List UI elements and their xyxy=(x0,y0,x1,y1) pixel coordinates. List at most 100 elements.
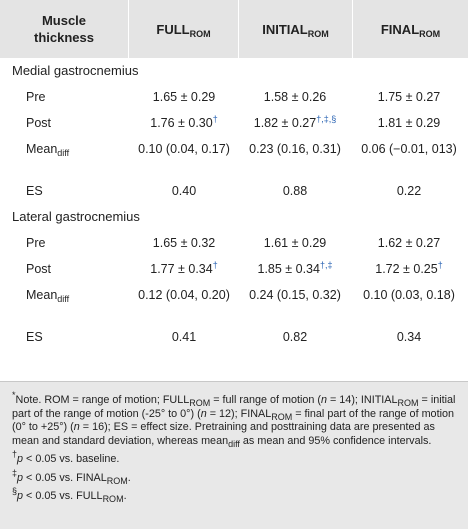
table-cell: 0.34 xyxy=(352,324,468,350)
table-row: ES 0.41 0.82 0.34 xyxy=(0,324,468,350)
superscript: † xyxy=(212,260,218,270)
footnote-text: Note. ROM = range of motion; FULL xyxy=(15,394,190,406)
table-cell: 1.65 ± 0.29 xyxy=(128,84,238,110)
cell-text: Post xyxy=(26,262,52,276)
row-label: ES xyxy=(0,178,128,204)
cell-text: INITIAL xyxy=(262,21,308,37)
table-cell: 0.23 (0.16, 0.31) xyxy=(238,136,352,178)
table-row: ES 0.40 0.88 0.22 xyxy=(0,178,468,204)
cell-text: 1.82 ± 0.27 xyxy=(253,116,317,130)
cell-text: Pre xyxy=(26,236,46,250)
table-row: Post 1.76 ± 0.30† 1.82 ± 0.27†,‡,§ 1.81 ± 0… xyxy=(0,110,468,136)
table-cell: 0.22 xyxy=(352,178,468,204)
table-cell: 1.76 ± 0.30† xyxy=(128,110,238,136)
subscript: ROM xyxy=(189,398,211,408)
table-cell: 1.85 ± 0.34†,‡ xyxy=(238,256,352,282)
subscript: ROM xyxy=(397,398,419,408)
subscript: ROM xyxy=(106,475,128,486)
footnote: †p < 0.05 vs. baseline. xyxy=(12,450,456,467)
subscript: ROM xyxy=(271,411,293,422)
table-cell: 1.58 ± 0.26 xyxy=(238,84,352,110)
subscript: ROM xyxy=(419,28,441,39)
table-cell: 0.40 xyxy=(128,178,238,204)
row-label: Meandiff xyxy=(0,282,128,324)
cell-text: 0.41 xyxy=(171,330,197,344)
cell-text: 1.61 ± 0.29 xyxy=(263,236,327,250)
table-cell: 0.24 (0.15, 0.32) xyxy=(238,282,352,324)
cell-text: 0.22 xyxy=(396,184,422,198)
subscript: diff xyxy=(228,438,240,449)
subscript: diff xyxy=(57,294,70,304)
footnote-text: as mean and 95% confidence intervals. xyxy=(239,434,432,447)
superscript: § xyxy=(12,486,18,496)
superscript: ‡ xyxy=(12,467,18,478)
footnote-text: = 16); ES = effect size. Pretraining and… xyxy=(12,421,435,447)
subscript: diff xyxy=(57,148,70,158)
table-cell: 0.10 (0.04, 0.17) xyxy=(128,136,238,178)
cell-text: Mean xyxy=(26,288,58,302)
cell-text: 1.72 ± 0.25 xyxy=(375,262,438,276)
section-title: Medial gastrocnemius xyxy=(12,63,139,78)
cell-text: ES xyxy=(26,330,43,344)
cell-text: 0.23 (0.16, 0.31) xyxy=(249,142,341,156)
footnote-text: < 0.05 vs. baseline. xyxy=(23,453,120,465)
row-label: Post xyxy=(0,110,128,136)
cell-text: FULL xyxy=(156,21,190,37)
footnote-text: . xyxy=(127,471,131,484)
table-row: Pre 1.65 ± 0.32 1.61 ± 0.29 1.62 ± 0.27 xyxy=(0,230,468,256)
italic-text: p xyxy=(17,490,24,502)
cell-text: 1.62 ± 0.27 xyxy=(377,236,441,250)
table-cell: 0.41 xyxy=(128,324,238,350)
footnote-text: = final part of the range of motion (0° … xyxy=(12,407,454,434)
cell-text: 0.12 (0.04, 0.20) xyxy=(138,288,230,302)
table-cell: 1.82 ± 0.27†,‡,§ xyxy=(238,110,352,136)
cell-text: 1.81 ± 0.29 xyxy=(377,116,441,130)
footnote: §p < 0.05 vs. FULLROM. xyxy=(12,487,456,504)
footnote-text: < 0.05 vs. FINAL xyxy=(23,471,107,484)
superscript: †,‡,§ xyxy=(316,114,337,124)
cell-text: 0.34 xyxy=(396,330,422,344)
cell-text: 1.65 ± 0.29 xyxy=(152,90,216,104)
footnote-text: < 0.05 vs. FULL xyxy=(23,490,103,502)
cell-text: 1.58 ± 0.26 xyxy=(263,90,327,104)
cell-text: 0.10 (0.03, 0.18) xyxy=(363,288,455,302)
italic-text: n xyxy=(320,394,327,406)
table-cell: 1.62 ± 0.27 xyxy=(352,230,468,256)
table-cell: 1.61 ± 0.29 xyxy=(238,230,352,256)
cell-text: Mean xyxy=(26,142,58,156)
cell-text: FINAL xyxy=(380,21,420,37)
table-cell: 1.77 ± 0.34† xyxy=(128,256,238,282)
cell-text: 0.40 xyxy=(171,184,197,198)
table-cell: 0.82 xyxy=(238,324,352,350)
section-title: Lateral gastrocnemius xyxy=(12,209,140,224)
italic-text: p xyxy=(17,471,24,484)
header-cell: FINALROM xyxy=(352,0,468,58)
table-cell: 1.72 ± 0.25† xyxy=(352,256,468,282)
header-cell: FULLROM xyxy=(128,0,238,58)
footnote-text: = 12); FINAL xyxy=(206,407,272,420)
cell-text: 0.88 xyxy=(282,184,308,198)
subscript: ROM xyxy=(307,28,329,39)
cell-text: ES xyxy=(26,184,43,198)
cell-text: 0.06 (−0.01, 013) xyxy=(361,142,457,156)
cell-text: 0.24 (0.15, 0.32) xyxy=(249,288,341,302)
cell-text: 1.76 ± 0.30 xyxy=(150,116,213,130)
cell-text: 1.75 ± 0.27 xyxy=(377,90,441,104)
table-cell: 0.88 xyxy=(238,178,352,204)
footnote-text: = 14); INITIAL xyxy=(327,394,398,406)
cell-text: Muscle thickness xyxy=(34,13,94,45)
row-label: Pre xyxy=(0,84,128,110)
header-text: Muscle thickness xyxy=(30,12,98,46)
table-row: Meandiff 0.10 (0.04, 0.17) 0.23 (0.16, 0.3… xyxy=(0,136,468,178)
cell-text: 0.10 (0.04, 0.17) xyxy=(138,142,230,156)
table-row: Post 1.77 ± 0.34† 1.85 ± 0.34†,‡ 1.72 ± 0.2… xyxy=(0,256,468,282)
superscript: † xyxy=(212,114,218,124)
table-cell: 1.81 ± 0.29 xyxy=(352,110,468,136)
footnote-text: = initial part of the range of motion (-… xyxy=(12,394,456,420)
table: Muscle thickness FULLROM INITIALROM FINALRO… xyxy=(0,0,468,350)
table-row: Meandiff 0.12 (0.04, 0.20) 0.24 (0.15, 0.3… xyxy=(0,282,468,324)
cell-text: 1.85 ± 0.34 xyxy=(257,262,320,276)
header-cell: INITIALROM xyxy=(238,0,352,58)
table-cell: 0.10 (0.03, 0.18) xyxy=(352,282,468,324)
